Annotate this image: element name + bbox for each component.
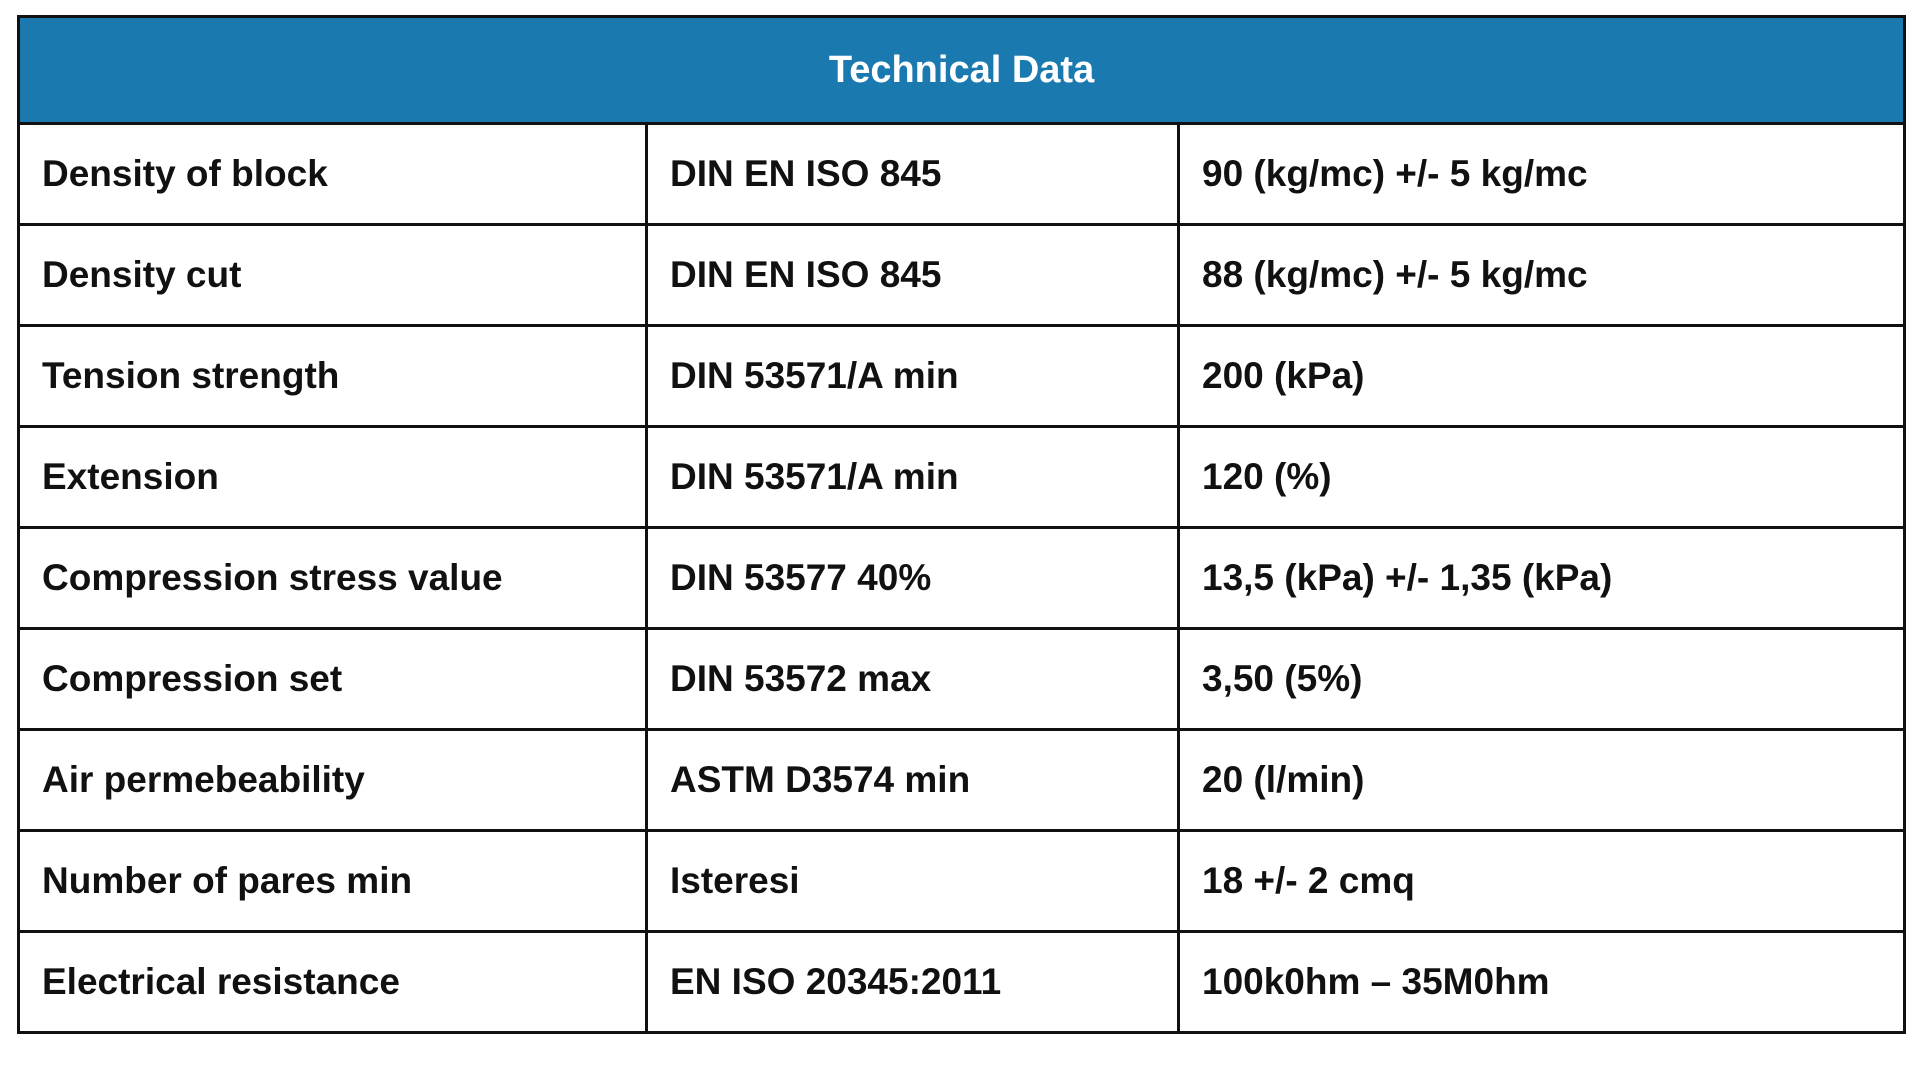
table-cell: ASTM D3574 min [645, 728, 1180, 832]
header-row: Technical Data [16, 15, 1907, 125]
table-title: Technical Data [16, 15, 1907, 125]
table-row: Extension DIN 53571/A min 120 (%) [17, 425, 1907, 529]
table-cell: 200 (kPa) [1176, 324, 1907, 428]
table-cell: 20 (l/min) [1176, 728, 1907, 832]
table-row: Compression set DIN 53572 max 3,50 (5%) [17, 627, 1907, 731]
table-row: Number of pares min Isteresi 18 +/- 2 cmq [17, 829, 1907, 933]
table-row: Tension strength DIN 53571/A min 200 (kPa) [17, 324, 1907, 428]
table-cell: Density of block [17, 122, 648, 226]
table-row: Electrical resistance EN ISO 20345:2011 10… [17, 930, 1907, 1034]
table-cell: 18 +/- 2 cmq [1176, 829, 1907, 933]
table-row: Density cut DIN EN ISO 845 88 (kg/mc) +/- … [17, 223, 1907, 327]
table-cell: Isteresi [645, 829, 1180, 933]
table-cell: Tension strength [17, 324, 648, 428]
table-cell: 13,5 (kPa) +/- 1,35 (kPa) [1176, 526, 1907, 630]
table-row: Compression stress value DIN 53577 40% 13,… [17, 526, 1907, 630]
technical-data-table: Technical Data Density of block DIN EN IS… [16, 15, 1907, 1034]
table-cell: Number of pares min [17, 829, 648, 933]
table-cell: 120 (%) [1176, 425, 1907, 529]
table-cell: 88 (kg/mc) +/- 5 kg/mc [1176, 223, 1907, 327]
table-cell: DIN EN ISO 845 [645, 122, 1180, 226]
table-body: Density of block DIN EN ISO 845 90 (kg/mc)… [17, 122, 1907, 1034]
table-cell: DIN 53572 max [645, 627, 1180, 731]
table-cell: Compression set [17, 627, 648, 731]
table-cell: Air permebeability [17, 728, 648, 832]
table-cell: EN ISO 20345:2011 [645, 930, 1180, 1034]
table-cell: 3,50 (5%) [1176, 627, 1907, 731]
table-cell: Electrical resistance [17, 930, 648, 1034]
table-cell: Extension [17, 425, 648, 529]
table-cell: DIN 53571/A min [645, 425, 1180, 529]
table-cell: Compression stress value [17, 526, 648, 630]
table-cell: DIN 53577 40% [645, 526, 1180, 630]
table-row: Air permebeability ASTM D3574 min 20 (l/mi… [17, 728, 1907, 832]
table-cell: DIN EN ISO 845 [645, 223, 1180, 327]
table-cell: Density cut [17, 223, 648, 327]
table-row: Density of block DIN EN ISO 845 90 (kg/mc)… [17, 122, 1907, 226]
table-cell: 90 (kg/mc) +/- 5 kg/mc [1176, 122, 1907, 226]
table-cell: DIN 53571/A min [645, 324, 1180, 428]
table-cell: 100k0hm – 35M0hm [1176, 930, 1907, 1034]
